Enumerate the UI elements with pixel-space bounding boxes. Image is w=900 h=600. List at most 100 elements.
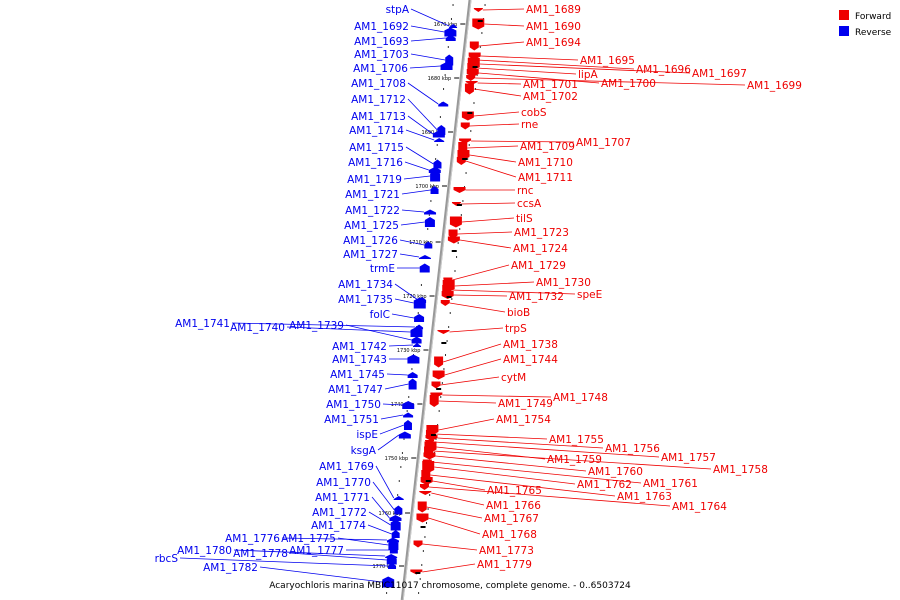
reverse-gene-rbcs[interactable] bbox=[388, 563, 397, 569]
reverse-gene-label[interactable]: rbcS bbox=[155, 553, 179, 565]
forward-gene-label[interactable]: AM1_1744 bbox=[503, 354, 558, 366]
reverse-gene-am1-1725[interactable] bbox=[424, 217, 435, 227]
forward-gene-label[interactable]: AM1_1696 bbox=[636, 64, 691, 76]
reverse-gene-am1-1747[interactable] bbox=[408, 378, 417, 390]
forward-gene-am1-1701[interactable] bbox=[465, 81, 478, 85]
forward-gene-label[interactable]: AM1_1730 bbox=[536, 277, 591, 289]
reverse-gene-am1-1715[interactable] bbox=[433, 159, 442, 169]
reverse-gene-label[interactable]: AM1_1721 bbox=[345, 189, 400, 201]
forward-gene-label[interactable]: AM1_1711 bbox=[518, 172, 573, 184]
reverse-gene-label[interactable]: AM1_1777 bbox=[289, 545, 344, 557]
reverse-gene-ispe[interactable] bbox=[403, 420, 412, 430]
forward-gene-label[interactable]: AM1_1724 bbox=[513, 243, 568, 255]
forward-gene-label[interactable]: tilS bbox=[516, 213, 533, 225]
reverse-gene-label[interactable]: AM1_1713 bbox=[351, 111, 406, 123]
reverse-gene-label[interactable]: AM1_1722 bbox=[345, 205, 400, 217]
forward-gene-label[interactable]: AM1_1757 bbox=[661, 452, 716, 464]
reverse-gene-am1-1770[interactable] bbox=[394, 505, 403, 515]
reverse-gene-am1-1745[interactable] bbox=[407, 372, 418, 378]
forward-gene-label[interactable]: AM1_1748 bbox=[553, 392, 608, 404]
reverse-gene-am1-1739[interactable] bbox=[411, 336, 422, 344]
reverse-gene-am1-1776[interactable] bbox=[386, 537, 399, 543]
forward-gene-am1-1694[interactable] bbox=[469, 41, 479, 51]
forward-gene-label[interactable]: trpS bbox=[505, 323, 527, 335]
forward-gene-label[interactable]: AM1_1773 bbox=[479, 545, 534, 557]
forward-gene-label[interactable]: AM1_1700 bbox=[601, 78, 656, 90]
forward-gene-am1-1767[interactable] bbox=[417, 501, 427, 513]
reverse-gene-label[interactable]: AM1_1716 bbox=[348, 157, 403, 169]
reverse-gene-label[interactable]: AM1_1745 bbox=[330, 369, 385, 381]
reverse-gene-folc[interactable] bbox=[414, 314, 425, 322]
reverse-gene-label[interactable]: AM1_1780 bbox=[177, 545, 232, 557]
reverse-gene-label[interactable]: AM1_1708 bbox=[351, 78, 406, 90]
forward-gene-label[interactable]: AM1_1709 bbox=[520, 141, 575, 153]
reverse-gene-label[interactable]: trmE bbox=[370, 263, 395, 275]
forward-gene-am1-1724[interactable] bbox=[447, 236, 460, 244]
reverse-gene-label[interactable]: AM1_1770 bbox=[316, 477, 371, 489]
reverse-gene-am1-1774[interactable] bbox=[391, 530, 400, 538]
forward-gene-am1-1723[interactable] bbox=[448, 229, 458, 239]
reverse-gene-am1-1721[interactable] bbox=[430, 186, 439, 194]
reverse-gene-label[interactable]: AM1_1703 bbox=[354, 49, 409, 61]
reverse-gene-label[interactable]: AM1_1714 bbox=[349, 125, 404, 137]
forward-gene-label[interactable]: lipA bbox=[578, 69, 598, 81]
forward-gene-label[interactable]: AM1_1710 bbox=[518, 157, 573, 169]
reverse-gene-am1-1726[interactable] bbox=[424, 241, 433, 249]
forward-gene-label[interactable]: AM1_1755 bbox=[549, 434, 604, 446]
forward-gene-label[interactable]: AM1_1701 bbox=[523, 79, 578, 91]
forward-gene-am1-1699[interactable] bbox=[466, 75, 476, 81]
forward-gene-label[interactable]: AM1_1689 bbox=[526, 4, 581, 16]
forward-gene-label[interactable]: AM1_1765 bbox=[487, 485, 542, 497]
reverse-gene-label[interactable]: AM1_1719 bbox=[347, 174, 402, 186]
forward-gene-am1-1760[interactable] bbox=[423, 452, 436, 460]
reverse-gene-am1-1706[interactable] bbox=[440, 62, 453, 70]
reverse-gene-ksga[interactable] bbox=[398, 431, 411, 439]
reverse-gene-am1-1750[interactable] bbox=[402, 401, 415, 409]
reverse-gene-am1-1708[interactable] bbox=[438, 101, 449, 107]
forward-gene-label[interactable]: AM1_1723 bbox=[514, 227, 569, 239]
reverse-gene-label[interactable]: AM1_1740 bbox=[230, 322, 285, 334]
forward-gene-trps[interactable] bbox=[437, 330, 450, 334]
reverse-gene-label[interactable]: AM1_1735 bbox=[338, 294, 393, 306]
reverse-gene-label[interactable]: AM1_1771 bbox=[315, 492, 370, 504]
forward-gene-label[interactable]: AM1_1761 bbox=[643, 478, 698, 490]
reverse-gene-label[interactable]: AM1_1734 bbox=[338, 279, 393, 291]
forward-gene-label[interactable]: AM1_1768 bbox=[482, 529, 537, 541]
forward-gene-label[interactable]: cobS bbox=[521, 107, 547, 119]
forward-gene-label[interactable]: speE bbox=[577, 289, 602, 301]
forward-gene-label[interactable]: AM1_1694 bbox=[526, 37, 581, 49]
reverse-gene-stpa[interactable] bbox=[449, 24, 458, 28]
forward-gene-label[interactable]: AM1_1754 bbox=[496, 414, 551, 426]
reverse-gene-label[interactable]: AM1_1782 bbox=[203, 562, 258, 574]
reverse-gene-label[interactable]: AM1_1726 bbox=[343, 235, 398, 247]
forward-gene-label[interactable]: AM1_1699 bbox=[747, 80, 802, 92]
reverse-gene-label[interactable]: AM1_1774 bbox=[311, 520, 366, 532]
forward-gene-label[interactable]: AM1_1767 bbox=[484, 513, 539, 525]
forward-gene-am1-1738[interactable] bbox=[434, 356, 444, 368]
forward-gene-label[interactable]: AM1_1690 bbox=[526, 21, 581, 33]
reverse-gene-label[interactable]: AM1_1750 bbox=[326, 399, 381, 411]
reverse-gene-label[interactable]: AM1_1725 bbox=[344, 220, 399, 232]
reverse-gene-label[interactable]: AM1_1741 bbox=[175, 318, 230, 330]
reverse-gene-am1-1743[interactable] bbox=[407, 354, 420, 364]
forward-gene-ccsa[interactable] bbox=[451, 202, 461, 206]
reverse-gene-label[interactable]: ispE bbox=[356, 429, 378, 441]
reverse-gene-label[interactable]: AM1_1742 bbox=[332, 341, 387, 353]
reverse-gene-label[interactable]: AM1_1743 bbox=[332, 354, 387, 366]
reverse-gene-label[interactable]: AM1_1692 bbox=[354, 21, 409, 33]
forward-gene-am1-1756[interactable] bbox=[425, 435, 438, 441]
reverse-gene-label[interactable]: ksgA bbox=[351, 445, 377, 457]
forward-gene-label[interactable]: ccsA bbox=[517, 198, 542, 210]
reverse-gene-label[interactable]: AM1_1739 bbox=[289, 320, 344, 332]
forward-gene-label[interactable]: AM1_1697 bbox=[692, 68, 747, 80]
forward-gene-am1-1773[interactable] bbox=[413, 540, 423, 548]
forward-gene-am1-1766[interactable] bbox=[419, 491, 432, 495]
reverse-gene-label[interactable]: AM1_1727 bbox=[343, 249, 398, 261]
forward-gene-label[interactable]: AM1_1738 bbox=[503, 339, 558, 351]
reverse-gene-label[interactable]: AM1_1778 bbox=[233, 548, 288, 560]
reverse-gene-label[interactable]: folC bbox=[370, 309, 390, 321]
forward-gene-am1-1744[interactable] bbox=[432, 370, 445, 380]
forward-gene-label[interactable]: AM1_1764 bbox=[672, 501, 727, 513]
forward-gene-label[interactable]: AM1_1695 bbox=[580, 55, 635, 67]
forward-gene-label[interactable]: AM1_1729 bbox=[511, 260, 566, 272]
